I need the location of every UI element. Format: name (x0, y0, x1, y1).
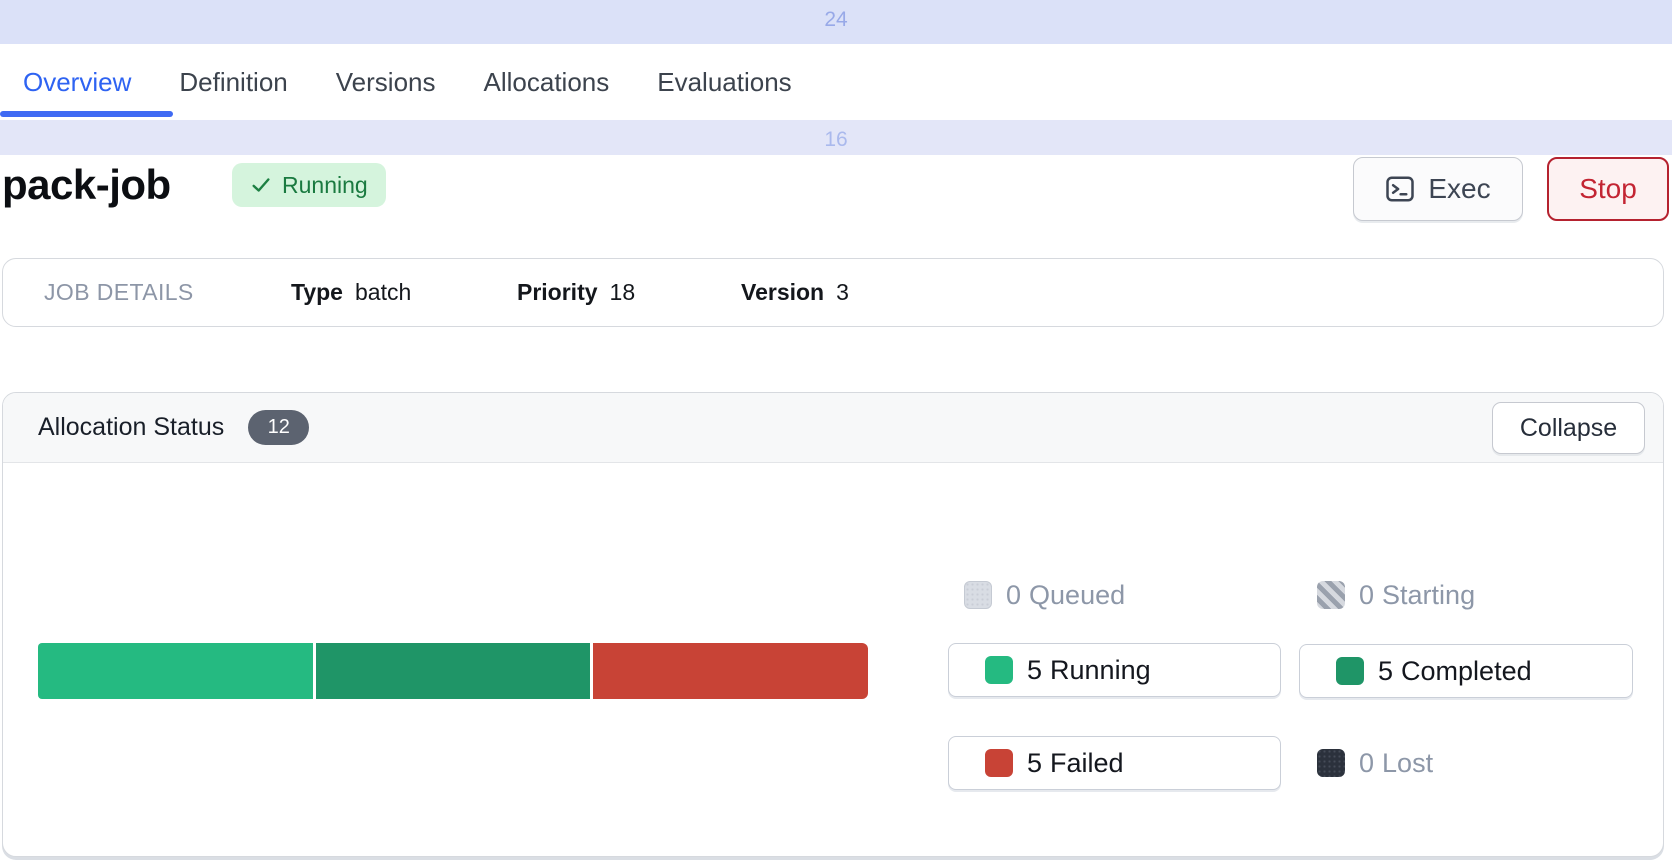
legend-item-failed[interactable]: 5 Failed (948, 736, 1281, 790)
allocation-status-body: 0 Queued 0 Starting 5 Running (3, 463, 1663, 857)
spacing-value-middle: 16 (824, 128, 848, 151)
failed-label: Failed (1050, 747, 1124, 778)
spacing-band-middle: 16 (0, 120, 1672, 155)
completed-label: Completed (1401, 655, 1532, 686)
running-swatch-icon (985, 656, 1013, 684)
queued-label: Queued (1029, 579, 1126, 610)
job-detail-priority: Priority 18 (517, 259, 635, 326)
check-icon (250, 174, 272, 196)
bar-segment-running[interactable] (38, 643, 313, 699)
lost-count: 0 (1359, 747, 1375, 778)
tab-versions[interactable]: Versions (335, 66, 436, 97)
legend-item-completed[interactable]: 5 Completed (1299, 644, 1633, 698)
version-value: 3 (836, 279, 849, 305)
priority-label: Priority (517, 279, 598, 305)
allocation-status-header: Allocation Status 12 Collapse (3, 393, 1663, 463)
job-details-card: JOB DETAILS Type batch Priority 18 Versi… (2, 258, 1664, 327)
tab-allocations[interactable]: Allocations (483, 66, 610, 97)
type-label: Type (291, 279, 343, 305)
job-detail-version: Version 3 (741, 259, 849, 326)
starting-swatch-icon (1317, 581, 1345, 609)
tab-definition[interactable]: Definition (179, 66, 288, 97)
starting-label: Starting (1382, 579, 1476, 610)
allocation-status-title: Allocation Status (38, 413, 225, 441)
lost-label: Lost (1382, 747, 1434, 778)
legend-item-queued: 0 Queued (964, 580, 1125, 610)
priority-value: 18 (609, 279, 636, 305)
starting-count: 0 (1359, 579, 1375, 610)
legend-item-running[interactable]: 5 Running (948, 643, 1281, 697)
failed-count: 5 (1027, 747, 1043, 778)
job-details-section-label: JOB DETAILS (44, 279, 194, 305)
legend-item-starting: 0 Starting (1317, 580, 1475, 610)
job-title-row: pack-job Running Exec Stop (0, 155, 1672, 235)
completed-swatch-icon (1336, 657, 1364, 685)
tab-evaluations[interactable]: Evaluations (657, 66, 792, 97)
queued-count: 0 (1006, 579, 1022, 610)
type-value: batch (354, 279, 412, 305)
collapse-button[interactable]: Collapse (1492, 402, 1645, 454)
active-tab-indicator (0, 111, 173, 117)
exec-button-label: Exec (1428, 173, 1491, 204)
legend-item-lost: 0 Lost (1317, 748, 1433, 778)
bar-segment-failed[interactable] (593, 643, 869, 699)
lost-swatch-icon (1317, 749, 1345, 777)
page-title: pack-job (2, 161, 171, 208)
job-tab-bar: Overview Definition Versions Allocations… (0, 44, 1672, 120)
bar-segment-completed[interactable] (315, 643, 591, 699)
version-label: Version (741, 279, 825, 305)
running-label: Running (1050, 654, 1151, 685)
status-badge: Running (232, 163, 386, 207)
exec-button[interactable]: Exec (1353, 157, 1523, 221)
tab-overview[interactable]: Overview (23, 66, 132, 97)
queued-swatch-icon (964, 581, 992, 609)
spacing-band-top: 24 (0, 0, 1672, 44)
collapse-button-label: Collapse (1519, 413, 1618, 442)
running-count: 5 (1027, 654, 1043, 685)
failed-swatch-icon (985, 749, 1013, 777)
allocation-count-badge: 12 (248, 410, 310, 445)
stop-button[interactable]: Stop (1547, 157, 1669, 221)
status-badge-label: Running (282, 171, 368, 198)
allocation-status-panel: Allocation Status 12 Collapse 0 Queued (2, 392, 1664, 857)
allocation-stacked-bar (38, 643, 869, 699)
job-detail-type: Type batch (291, 259, 411, 326)
completed-count: 5 (1378, 655, 1394, 686)
spacing-value-top: 24 (824, 8, 848, 31)
stop-button-label: Stop (1579, 173, 1637, 204)
terminal-icon (1385, 174, 1415, 204)
